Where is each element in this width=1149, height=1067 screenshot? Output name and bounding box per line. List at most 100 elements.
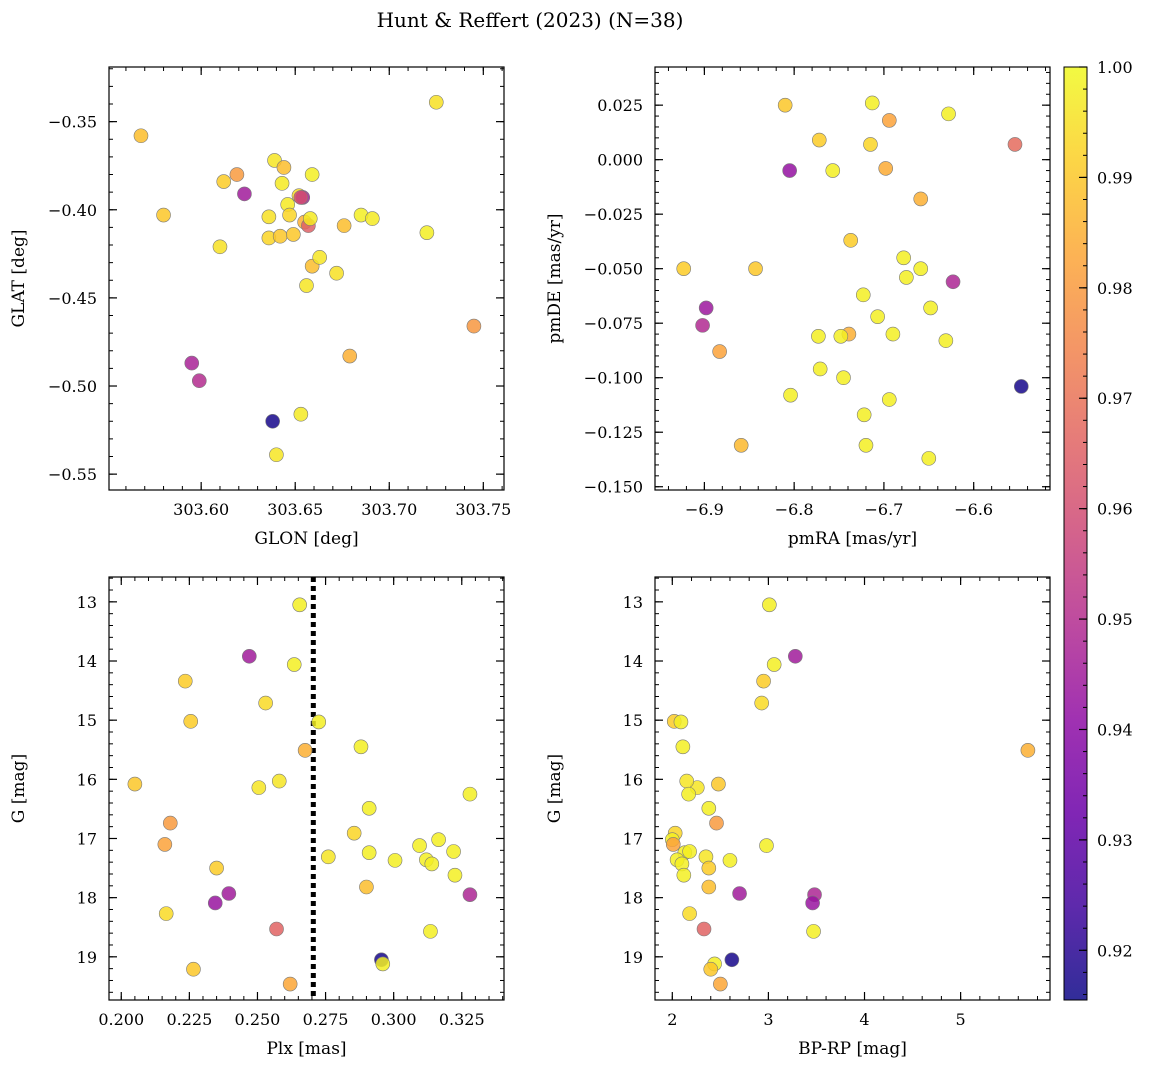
scatter-point [241, 648, 257, 664]
y-tick-label: 19 [623, 948, 643, 967]
scatter-point [858, 438, 874, 453]
y-tick-label: 17 [77, 829, 97, 848]
subplot-1: 303.60 303.65 303.70 303.75 −0.35 −0.40 −0.45 −… [9, 66, 511, 549]
scatter-point [1013, 379, 1029, 394]
scatter-point [673, 714, 689, 730]
x-tick-label: −6.6 [954, 500, 993, 519]
scatter-point [258, 695, 273, 711]
scatter-point [938, 333, 954, 348]
x-axis-label: Plx [mas] [266, 1039, 346, 1059]
scatter-point [945, 274, 961, 290]
y-tick-label: −0.40 [48, 201, 97, 220]
scatter-point [863, 137, 878, 152]
scatter-point [311, 714, 327, 730]
figure-title: Hunt & Reffert (2023) (N=38) [377, 8, 684, 32]
scatter-point [676, 867, 692, 883]
scatter-points [676, 95, 1029, 466]
scatter-point [711, 776, 726, 792]
scatter-point [777, 97, 793, 113]
y-tick-label: 16 [77, 770, 97, 789]
scatter-point [431, 832, 446, 847]
scatter-points [664, 597, 1036, 992]
scatter-point [766, 657, 782, 672]
scatter-points [133, 94, 482, 463]
y-tick-label: −0.35 [48, 113, 97, 132]
scatter-point [293, 406, 309, 422]
scatter-point [788, 648, 803, 664]
scatter-point [387, 853, 403, 868]
scatter-point [221, 886, 237, 901]
y-tick-label: 0.000 [597, 151, 643, 170]
scatter-point [320, 849, 336, 865]
x-tick-label: 303.75 [455, 500, 511, 519]
y-tick-label: 13 [77, 593, 97, 612]
scatter-point [913, 261, 929, 276]
scatter-point [361, 801, 377, 816]
scatter-point [811, 328, 826, 344]
y-tick-label: 18 [77, 889, 97, 908]
scatter-point [423, 924, 438, 939]
x-tick-label: 0.275 [303, 1010, 349, 1029]
colorbar-tick-label: 0.92 [1097, 941, 1133, 960]
scatter-point [133, 128, 149, 144]
x-tick-label: −6.7 [864, 500, 903, 519]
colorbar-gradient [1064, 67, 1087, 1000]
scatter-point [701, 879, 717, 895]
scatter-point [251, 780, 267, 795]
y-tick-label: 13 [623, 593, 643, 612]
scatter-point [681, 786, 696, 802]
scatter-point [724, 952, 740, 968]
y-tick-label: 15 [623, 711, 643, 730]
scatter-point [156, 207, 171, 223]
scatter-point [286, 227, 301, 242]
scatter-point [447, 867, 463, 883]
x-axis-label: pmRA [mas/yr] [788, 529, 917, 549]
scatter-point [782, 163, 797, 178]
scatter-point [870, 309, 885, 324]
scatter-point [709, 815, 724, 831]
y-tick-label: −0.150 [584, 478, 643, 497]
scatter-point [428, 94, 444, 110]
scatter-point [209, 860, 224, 876]
y-tick-label: 16 [623, 770, 643, 789]
y-tick-label: 14 [77, 652, 97, 671]
scatter-point [412, 838, 427, 853]
scatter-point [466, 318, 482, 334]
scatter-point [882, 392, 897, 407]
scatter-point [302, 211, 318, 226]
scatter-point [913, 191, 929, 207]
scatter-point [286, 657, 302, 672]
scatter-point [923, 300, 938, 316]
scatter-point [237, 186, 252, 202]
scatter-point [836, 370, 851, 386]
scatter-point [754, 695, 769, 711]
scatter-point [462, 887, 478, 902]
colorbar-tick-label: 0.95 [1097, 610, 1133, 629]
x-tick-label: 5 [956, 1010, 966, 1029]
scatter-point [127, 776, 143, 792]
scatter-point [207, 895, 223, 911]
x-tick-label: 303.70 [361, 500, 417, 519]
scatter-point [162, 815, 178, 831]
y-tick-label: −0.55 [48, 465, 97, 484]
scatter-point [274, 176, 290, 191]
colorbar-tick-label: 0.94 [1097, 720, 1133, 739]
y-tick-label: −0.45 [48, 289, 97, 308]
axes-frame [108, 576, 505, 1001]
axes-frame [108, 66, 505, 491]
scatter-point [419, 225, 435, 240]
scatter-point [272, 228, 288, 244]
x-axis-label: BP-RP [mag] [798, 1039, 907, 1059]
scatter-point [899, 270, 914, 285]
subplot-4: 2 3 4 5 13 14 15 16 17 18 19 BP-RP [mag] G [mag] [545, 576, 1051, 1059]
y-tick-label: 19 [77, 948, 97, 967]
scatter-point [462, 786, 478, 802]
x-tick-label: −6.8 [775, 500, 814, 519]
scatter-point [293, 190, 309, 205]
scatter-point [299, 278, 314, 293]
scatter-point [762, 597, 777, 613]
scatter-point [292, 597, 307, 613]
scatter-point [805, 895, 820, 911]
scatter-point [701, 860, 717, 876]
